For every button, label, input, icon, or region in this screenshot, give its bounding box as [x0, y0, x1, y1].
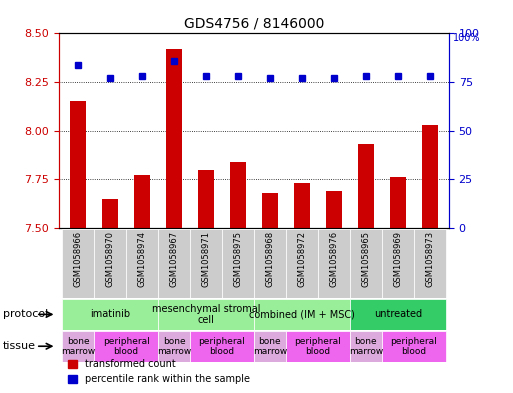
Bar — [350, 299, 446, 330]
Text: 100%: 100% — [453, 33, 480, 43]
Bar — [413, 229, 446, 298]
Bar — [350, 229, 382, 298]
Bar — [318, 229, 350, 298]
Bar — [62, 331, 94, 362]
Text: GSM1058965: GSM1058965 — [361, 231, 370, 287]
Text: bone
marrow: bone marrow — [157, 336, 191, 356]
Text: bone
marrow: bone marrow — [61, 336, 95, 356]
Bar — [382, 331, 446, 362]
Text: peripheral
blood: peripheral blood — [390, 336, 437, 356]
Bar — [254, 331, 286, 362]
Text: GSM1058967: GSM1058967 — [169, 231, 179, 287]
Bar — [326, 191, 342, 228]
Text: GSM1058969: GSM1058969 — [393, 231, 402, 287]
Bar — [134, 175, 150, 228]
Title: GDS4756 / 8146000: GDS4756 / 8146000 — [184, 17, 324, 31]
Legend: transformed count, percentile rank within the sample: transformed count, percentile rank withi… — [64, 356, 254, 388]
Bar — [198, 170, 214, 228]
Bar — [158, 229, 190, 298]
Bar — [222, 229, 254, 298]
Bar — [166, 49, 182, 228]
Bar — [158, 331, 190, 362]
Text: combined (IM + MSC): combined (IM + MSC) — [249, 309, 355, 320]
Text: untreated: untreated — [373, 309, 422, 320]
Bar — [230, 162, 246, 228]
Text: bone
marrow: bone marrow — [253, 336, 287, 356]
Bar — [190, 229, 222, 298]
Bar — [126, 229, 158, 298]
Bar — [350, 331, 382, 362]
Text: GSM1058975: GSM1058975 — [233, 231, 243, 287]
Text: GSM1058970: GSM1058970 — [106, 231, 114, 287]
Bar — [390, 177, 406, 228]
Text: GSM1058976: GSM1058976 — [329, 231, 339, 287]
Bar — [382, 229, 413, 298]
Bar — [62, 299, 158, 330]
Text: imatinib: imatinib — [90, 309, 130, 320]
Bar — [286, 331, 350, 362]
Text: GSM1058971: GSM1058971 — [202, 231, 210, 287]
Bar — [254, 229, 286, 298]
Text: GSM1058973: GSM1058973 — [425, 231, 434, 287]
Text: protocol: protocol — [3, 309, 48, 320]
Bar — [62, 229, 94, 298]
Bar — [190, 331, 254, 362]
Text: mesenchymal stromal
cell: mesenchymal stromal cell — [152, 304, 260, 325]
Text: peripheral
blood: peripheral blood — [199, 336, 245, 356]
Bar — [102, 199, 118, 228]
Bar — [294, 183, 310, 228]
Text: tissue: tissue — [3, 341, 35, 351]
Bar — [254, 299, 350, 330]
Text: GSM1058968: GSM1058968 — [265, 231, 274, 287]
Text: GSM1058974: GSM1058974 — [137, 231, 147, 287]
Bar — [94, 229, 126, 298]
Bar — [286, 229, 318, 298]
Text: bone
marrow: bone marrow — [349, 336, 383, 356]
Bar — [262, 193, 278, 228]
Text: peripheral
blood: peripheral blood — [294, 336, 341, 356]
Text: GSM1058972: GSM1058972 — [298, 231, 306, 287]
Bar — [422, 125, 438, 228]
Text: peripheral
blood: peripheral blood — [103, 336, 149, 356]
Bar — [158, 299, 254, 330]
Bar — [358, 144, 374, 228]
Bar — [94, 331, 158, 362]
Bar — [70, 101, 86, 228]
Text: GSM1058966: GSM1058966 — [74, 231, 83, 287]
